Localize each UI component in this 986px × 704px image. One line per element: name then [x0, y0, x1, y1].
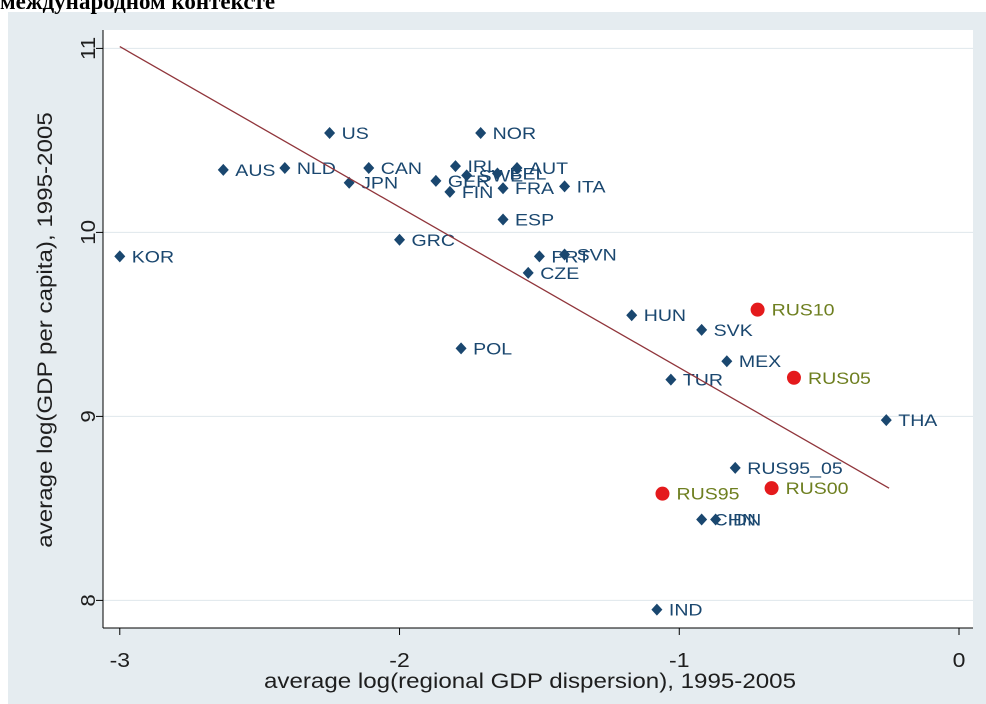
x-tick-label: 0 [953, 648, 966, 671]
x-tick-label: -3 [110, 648, 130, 671]
point-label: CHN [714, 510, 756, 529]
page-heading: международном контексте [0, 0, 275, 14]
data-point-diamond [559, 180, 571, 193]
data-point-circle [764, 481, 779, 496]
point-label: SVK [714, 320, 753, 339]
y-tick-label: 8 [78, 594, 100, 606]
point-label: AUT [529, 158, 568, 177]
data-points [114, 127, 892, 616]
data-point-diamond [696, 513, 708, 526]
data-point-diamond [114, 250, 126, 263]
data-point-diamond [461, 169, 473, 182]
data-point-circle [655, 486, 670, 501]
plot-region [103, 30, 973, 628]
point-label: HUN [644, 305, 686, 324]
point-label: GER [448, 171, 490, 190]
data-point-diamond [444, 185, 456, 198]
point-label: IND [669, 600, 703, 619]
y-tick-label: 9 [78, 410, 100, 422]
point-label: RUS95 [676, 484, 739, 503]
data-point-diamond [522, 266, 534, 279]
point-label: RUS10 [772, 300, 835, 319]
data-point-circle [750, 302, 765, 317]
point-label: ITA [577, 177, 607, 196]
axes: 8 9 10 11 -3 -2 -1 0 [78, 30, 973, 672]
point-label: KOR [132, 247, 174, 266]
point-label: THA [898, 410, 938, 429]
point-label: SVN [577, 245, 617, 264]
data-point-diamond [449, 160, 461, 173]
x-tick-label: -2 [389, 648, 409, 671]
data-point-diamond [455, 342, 467, 355]
data-point-diamond [626, 309, 638, 322]
data-point-diamond [475, 127, 487, 140]
y-tick-label: 10 [78, 220, 100, 245]
data-point-diamond [363, 162, 375, 174]
data-point-diamond [217, 163, 229, 176]
point-label: IRL [467, 156, 497, 175]
gridlines [103, 47, 973, 601]
point-label: IDN [728, 510, 762, 529]
data-point-diamond [729, 461, 741, 474]
data-point-diamond [279, 162, 291, 174]
point-label: FRA [515, 178, 555, 197]
point-label: RUS95_05 [747, 458, 843, 478]
data-point-diamond [651, 603, 663, 616]
data-point-diamond [497, 182, 509, 195]
point-label: FIN [462, 182, 493, 201]
point-label: RUS00 [786, 478, 849, 497]
data-point-diamond [696, 323, 708, 336]
data-point-diamond [394, 233, 406, 246]
data-point-diamond [721, 355, 733, 368]
x-tick-label: -1 [669, 648, 689, 671]
data-point-diamond [491, 167, 503, 180]
data-point-diamond [497, 213, 509, 226]
point-label: ESP [515, 210, 554, 229]
point-labels: KORAUSNLDUSJPNCANGRCGERFINIRLPOLSWENORBE… [132, 123, 938, 619]
y-tick-label: 11 [78, 37, 100, 60]
data-point-diamond [324, 127, 336, 140]
data-point-diamond [880, 414, 892, 427]
point-label: POL [473, 339, 512, 358]
data-point-diamond [533, 250, 545, 263]
point-label: US [342, 123, 369, 142]
point-label: NOR [493, 123, 536, 142]
point-label: MEX [739, 351, 781, 370]
x-axis-title: average log(regional GDP dispersion), 19… [264, 669, 796, 692]
point-label: CZE [540, 263, 579, 282]
point-label: GRC [412, 230, 455, 249]
point-label: TUR [683, 370, 723, 389]
point-label: AUS [235, 160, 275, 179]
point-label: CAN [381, 158, 422, 177]
y-axis-title: average log(GDP per capita), 1995-2005 [33, 112, 56, 547]
data-point-diamond [710, 513, 722, 526]
point-label: JPN [361, 173, 398, 192]
point-label: RUS05 [808, 368, 871, 387]
fit-line [119, 45, 890, 489]
data-point-circle [786, 370, 801, 385]
data-point-diamond [665, 373, 677, 386]
data-point-diamond [559, 248, 571, 261]
point-label: NLD [297, 158, 336, 177]
point-label: PRT [551, 247, 590, 266]
data-point-diamond [511, 162, 523, 174]
data-point-diamond [430, 174, 442, 187]
